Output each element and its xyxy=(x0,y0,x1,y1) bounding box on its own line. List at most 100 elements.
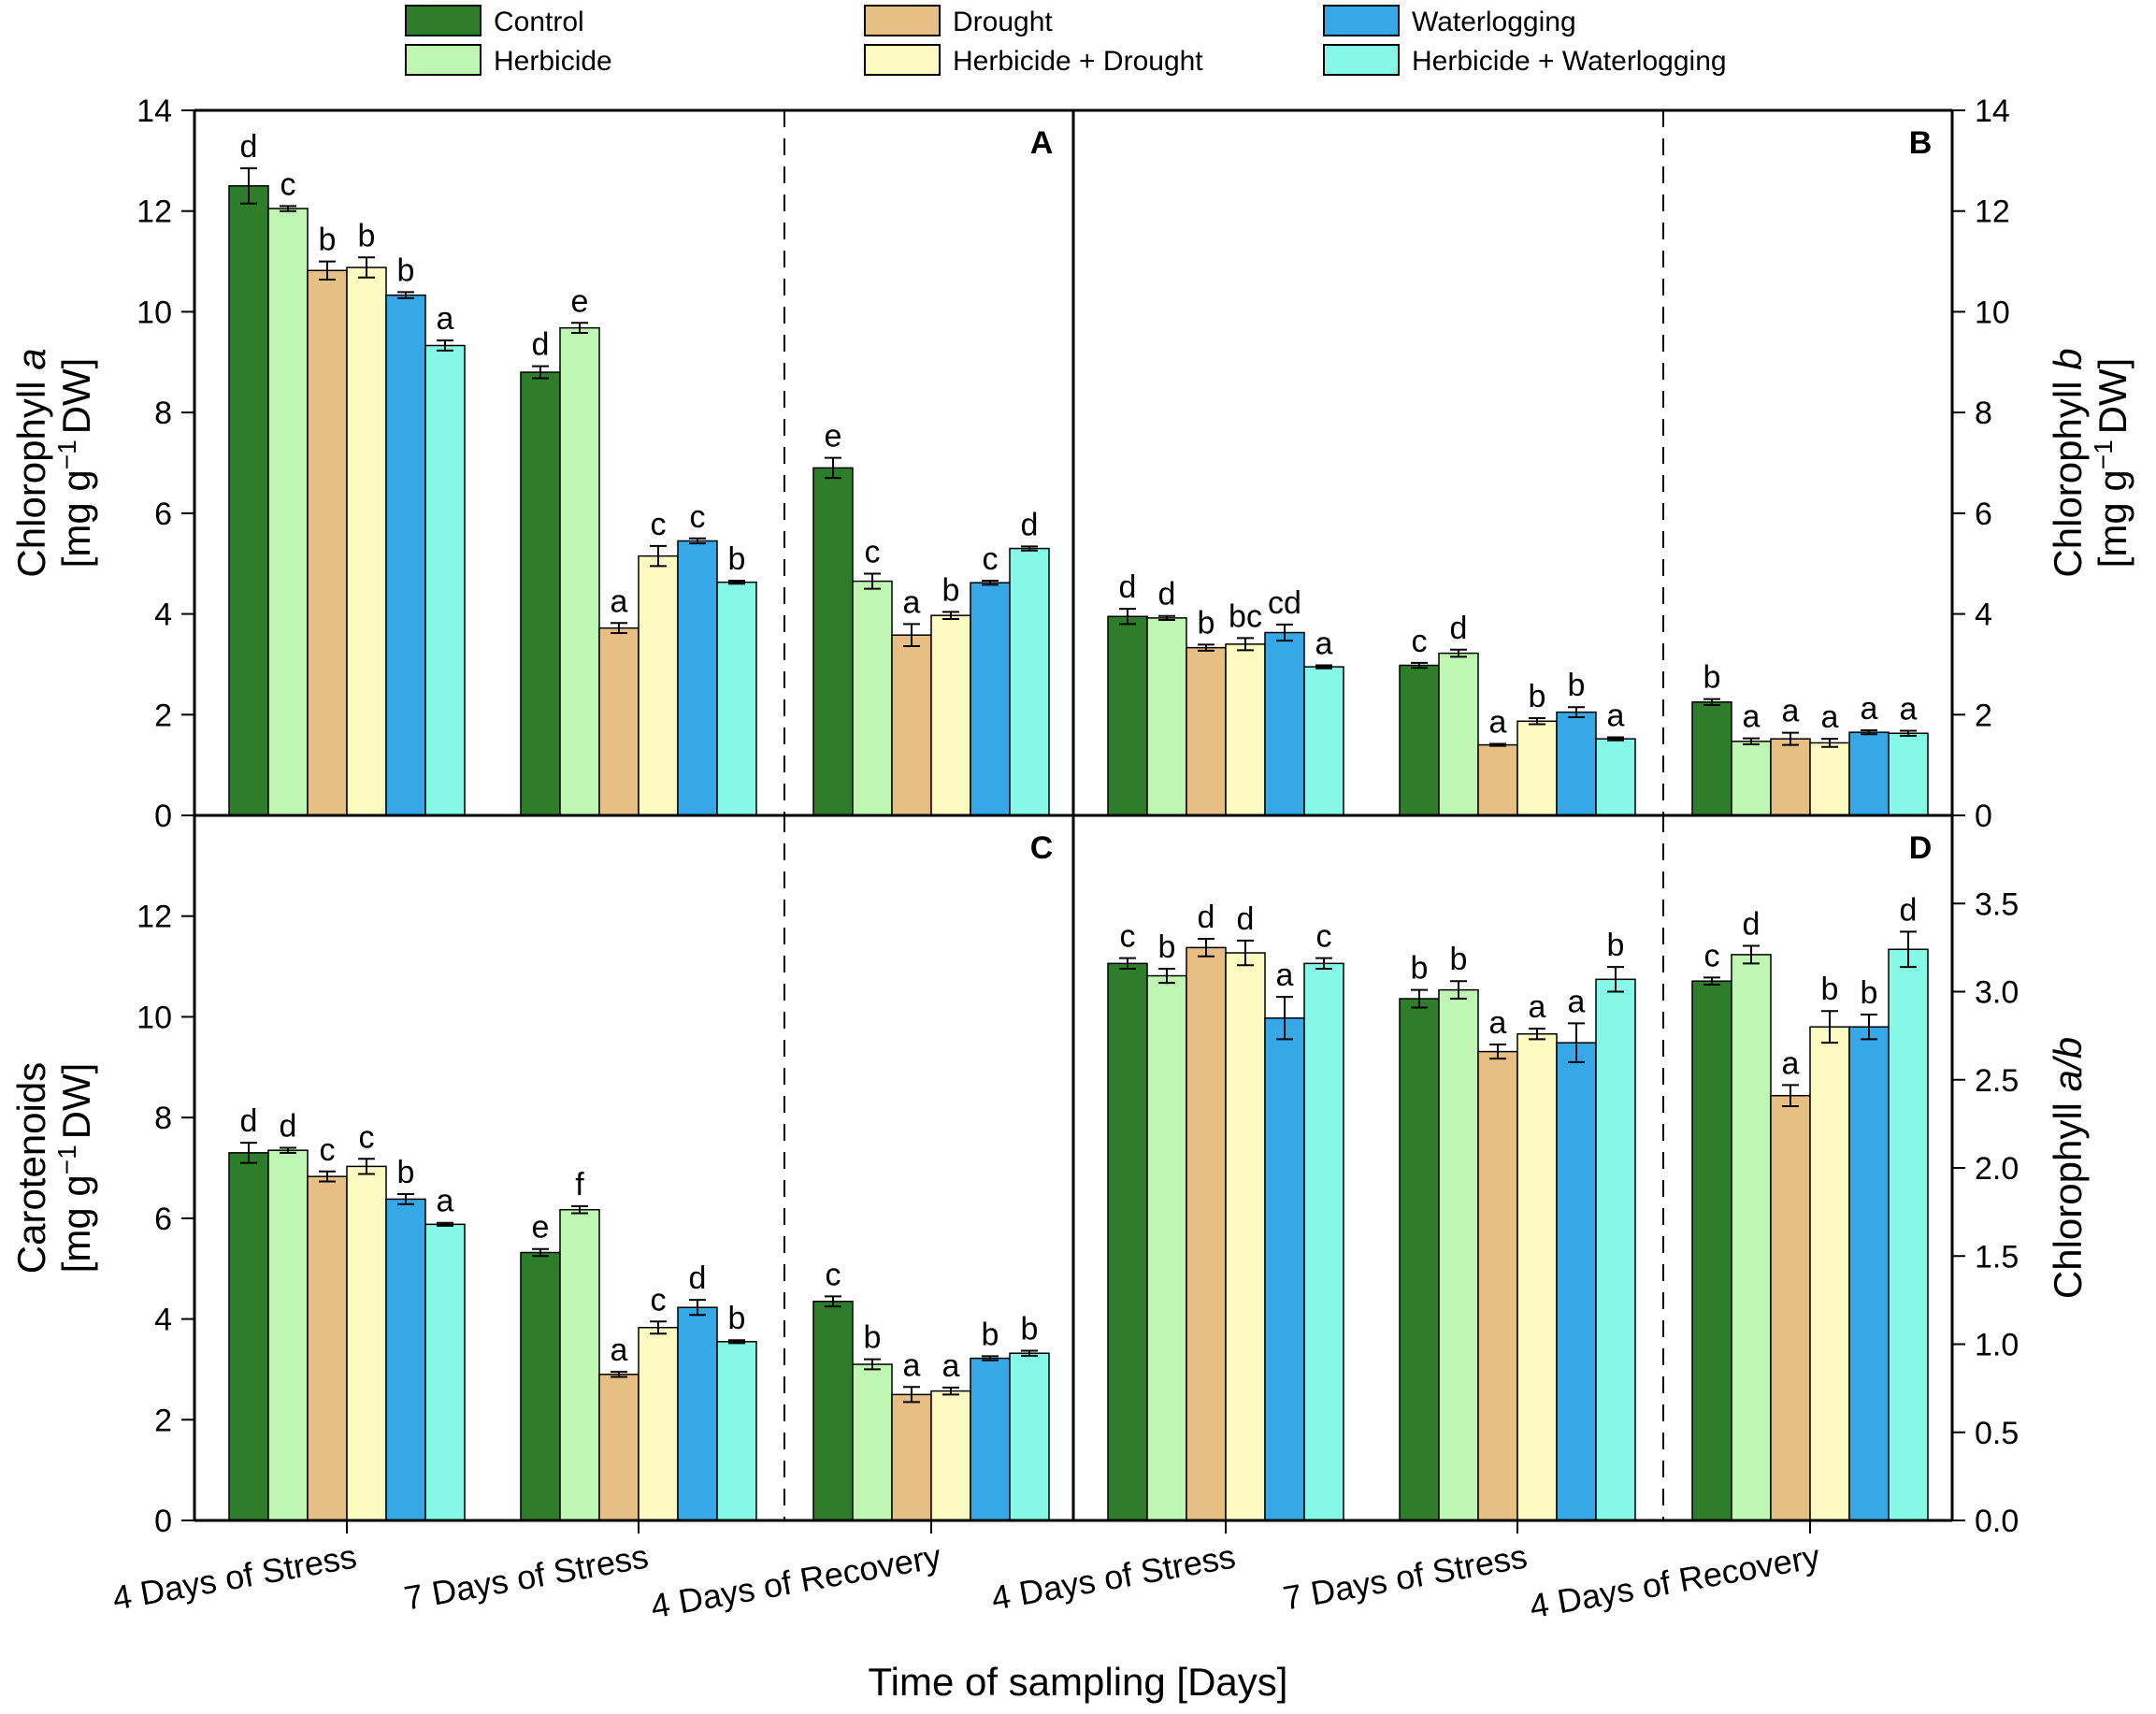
sig-letter-D-3-3: a xyxy=(1782,1045,1800,1081)
bar-B-2-2 xyxy=(1438,652,1479,816)
bar-A-2-6 xyxy=(716,581,757,816)
sig-letter-C-2-2: f xyxy=(575,1167,584,1203)
sig-letter-A-3-1: e xyxy=(825,419,842,454)
y-tick-label-B: 2 xyxy=(1975,698,1992,733)
bar-C-2-4 xyxy=(638,1326,679,1521)
bar-A-3-4 xyxy=(930,614,971,816)
sig-letter-C-1-2: d xyxy=(280,1108,297,1144)
sig-letter-D-3-4: b xyxy=(1821,972,1839,1007)
bar-C-3-4 xyxy=(930,1390,971,1521)
sig-letter-B-2-3: a xyxy=(1489,705,1507,741)
y-axis-unit-sup: −1 xyxy=(52,1145,81,1174)
y-tick-label-C: 0 xyxy=(154,1504,172,1539)
bar-D-3-3 xyxy=(1770,1094,1811,1521)
y-axis-title-text: Chlorophyll xyxy=(2046,1091,2090,1299)
sig-letter-A-1-1: d xyxy=(240,129,258,165)
y-tick-label-C: 2 xyxy=(154,1403,172,1438)
y-axis-unit-sup: −1 xyxy=(2089,439,2118,469)
y-axis-unit-B: [mg g−1 DW] xyxy=(2089,358,2135,569)
x-category-label: 7 Days of Stress xyxy=(1280,1537,1530,1618)
y-tick-label-D: 3.0 xyxy=(1975,975,2019,1011)
bar-B-3-4 xyxy=(1809,742,1850,816)
sig-letter-D-3-5: b xyxy=(1861,975,1878,1011)
y-tick-label-B: 0 xyxy=(1975,799,1992,834)
sig-letter-A-1-6: a xyxy=(437,301,454,337)
y-tick-label-D: 2.0 xyxy=(1975,1151,2019,1187)
sig-letter-C-1-1: d xyxy=(240,1103,258,1139)
sig-letter-A-2-1: d xyxy=(532,327,550,363)
sig-letter-C-1-6: a xyxy=(437,1184,454,1219)
sig-letter-D-3-2: d xyxy=(1743,906,1761,942)
sig-letter-B-1-1: d xyxy=(1119,569,1137,605)
bars xyxy=(228,166,1929,1521)
sig-letter-D-2-6: b xyxy=(1607,928,1625,963)
legend-swatch-waterlogging xyxy=(1323,5,1400,36)
sig-letter-C-3-1: c xyxy=(826,1257,841,1292)
bar-A-1-5 xyxy=(385,294,426,816)
sig-letter-C-3-2: b xyxy=(864,1320,882,1356)
y-axis-unit-text: [mg g xyxy=(54,469,98,568)
bar-B-1-3 xyxy=(1186,646,1227,816)
legend-label-control: Control xyxy=(494,7,584,37)
sig-letter-D-2-3: a xyxy=(1489,1005,1507,1041)
sig-letter-C-3-6: b xyxy=(1021,1312,1039,1347)
sig-letter-B-2-2: d xyxy=(1450,611,1468,646)
bar-D-2-3 xyxy=(1477,1050,1518,1521)
bar-D-3-5 xyxy=(1848,1026,1890,1521)
legend-swatch-control xyxy=(405,5,482,36)
y-tick-label-D: 1.0 xyxy=(1975,1328,2019,1363)
y-tick-label-A: 10 xyxy=(137,295,172,330)
bar-C-3-2 xyxy=(852,1363,893,1521)
bar-B-3-6 xyxy=(1888,732,1929,816)
sig-letter-D-2-5: a xyxy=(1568,984,1586,1019)
y-tick-label-B: 10 xyxy=(1975,295,2010,330)
legend: Control Herbicide Drought Herbicide + Droug… xyxy=(405,5,1727,77)
bar-A-3-6 xyxy=(1009,547,1050,816)
y-axis-unit-text: [mg g xyxy=(2091,469,2134,568)
bar-D-2-2 xyxy=(1438,988,1479,1521)
bar-D-2-1 xyxy=(1399,998,1440,1521)
y-tick-label-D: 0.5 xyxy=(1975,1416,2019,1451)
sig-letter-A-3-4: b xyxy=(942,572,960,608)
x-category-label: 4 Days of Recovery xyxy=(648,1537,943,1626)
bar-C-2-6 xyxy=(716,1341,757,1521)
bar-B-1-4 xyxy=(1225,643,1266,816)
bar-D-3-1 xyxy=(1691,980,1732,1521)
sig-letter-A-2-6: b xyxy=(728,541,746,577)
sig-letter-A-1-3: b xyxy=(319,223,337,258)
sig-letter-A-1-2: c xyxy=(280,166,296,202)
bar-C-1-3 xyxy=(307,1175,348,1521)
legend-swatch-herbicide xyxy=(405,44,482,76)
sig-letter-D-3-1: c xyxy=(1704,938,1720,973)
bar-B-2-5 xyxy=(1556,711,1597,816)
y-axis-title-italic: b xyxy=(2046,348,2090,369)
bar-C-1-2 xyxy=(267,1149,309,1521)
sig-letter-C-1-5: b xyxy=(397,1155,415,1190)
bar-C-3-5 xyxy=(970,1357,1011,1521)
y-tick-label-A: 4 xyxy=(154,598,172,633)
panel-letter-D: D xyxy=(1909,830,1933,866)
x-category-label: 7 Days of Stress xyxy=(401,1537,651,1618)
sig-letter-B-3-5: a xyxy=(1861,691,1878,727)
sig-letter-A-3-6: d xyxy=(1021,507,1039,542)
bar-D-1-3 xyxy=(1186,946,1227,1521)
sig-letter-C-3-3: a xyxy=(903,1347,921,1383)
x-category-label: 4 Days of Recovery xyxy=(1527,1537,1822,1626)
y-axis-title-C: Carotenoids xyxy=(9,1062,53,1274)
y-tick-label-C: 6 xyxy=(154,1202,172,1237)
bar-C-3-1 xyxy=(812,1300,854,1521)
bar-D-3-6 xyxy=(1888,948,1929,1521)
y-tick-label-D: 2.5 xyxy=(1975,1063,2019,1099)
y-tick-label-D: 1.5 xyxy=(1975,1239,2019,1275)
sig-letter-B-1-4: bc xyxy=(1229,598,1262,634)
sig-letter-A-2-3: a xyxy=(611,583,628,619)
legend-label-waterlogging: Waterlogging xyxy=(1412,7,1576,37)
y-tick-label-A: 2 xyxy=(154,698,172,733)
sig-letter-C-3-4: a xyxy=(942,1348,960,1384)
bar-A-1-1 xyxy=(228,185,269,816)
y-tick-label-C: 12 xyxy=(137,900,172,935)
y-axis-title-A: Chlorophyll a xyxy=(9,348,53,577)
x-category-label: 4 Days of Stress xyxy=(109,1537,359,1618)
bar-B-1-1 xyxy=(1107,615,1148,816)
y-axis-unit-tail: DW] xyxy=(54,358,98,435)
